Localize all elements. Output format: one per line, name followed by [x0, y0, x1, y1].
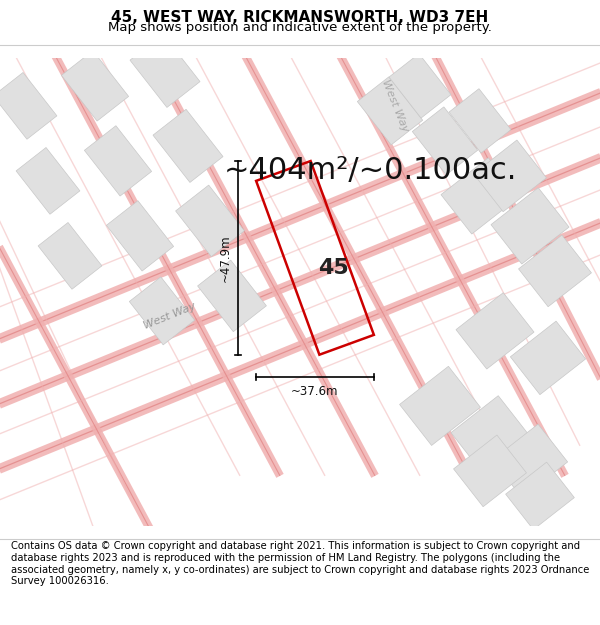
Polygon shape: [197, 260, 266, 332]
Polygon shape: [518, 235, 592, 307]
Polygon shape: [176, 185, 244, 257]
Polygon shape: [85, 126, 152, 196]
Polygon shape: [506, 462, 574, 529]
Text: 45: 45: [317, 258, 349, 278]
Text: Contains OS data © Crown copyright and database right 2021. This information is : Contains OS data © Crown copyright and d…: [11, 541, 589, 586]
Polygon shape: [358, 77, 422, 145]
Text: 45, WEST WAY, RICKMANSWORTH, WD3 7EH: 45, WEST WAY, RICKMANSWORTH, WD3 7EH: [112, 10, 488, 25]
Polygon shape: [441, 158, 519, 234]
Polygon shape: [16, 148, 80, 214]
Polygon shape: [38, 222, 102, 289]
Text: ~404m²/~0.100ac.: ~404m²/~0.100ac.: [223, 156, 517, 186]
Polygon shape: [473, 140, 547, 212]
Polygon shape: [0, 72, 57, 139]
Polygon shape: [106, 201, 173, 271]
Polygon shape: [130, 277, 194, 345]
Polygon shape: [400, 366, 481, 446]
Text: West Way: West Way: [142, 301, 197, 331]
Text: West Way: West Way: [380, 78, 410, 133]
Text: ~37.6m: ~37.6m: [291, 385, 339, 398]
Polygon shape: [451, 396, 529, 472]
Polygon shape: [412, 107, 478, 175]
Polygon shape: [493, 424, 568, 498]
Polygon shape: [456, 292, 534, 369]
Polygon shape: [153, 109, 223, 182]
Polygon shape: [61, 51, 128, 121]
Text: Map shows position and indicative extent of the property.: Map shows position and indicative extent…: [108, 21, 492, 34]
Text: ~47.9m: ~47.9m: [219, 234, 232, 282]
Polygon shape: [511, 321, 586, 394]
Polygon shape: [389, 54, 451, 118]
Polygon shape: [491, 188, 569, 264]
Polygon shape: [454, 435, 526, 507]
Polygon shape: [449, 89, 511, 153]
Polygon shape: [130, 34, 200, 108]
